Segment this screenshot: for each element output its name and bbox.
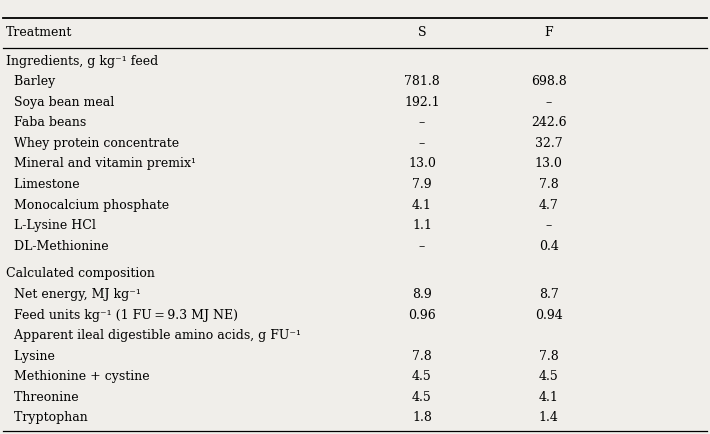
Text: 698.8: 698.8 [531, 75, 567, 88]
Text: –: – [545, 219, 552, 232]
Text: 7.8: 7.8 [412, 350, 432, 363]
Text: 4.1: 4.1 [412, 199, 432, 212]
Text: 4.5: 4.5 [539, 370, 559, 383]
Text: Methionine + cystine: Methionine + cystine [6, 370, 150, 383]
Text: 0.96: 0.96 [408, 309, 436, 322]
Text: 0.4: 0.4 [539, 240, 559, 253]
Text: –: – [419, 137, 425, 150]
Text: –: – [419, 116, 425, 129]
Text: 192.1: 192.1 [404, 96, 439, 109]
Text: –: – [419, 240, 425, 253]
Text: 8.7: 8.7 [539, 288, 559, 301]
Text: 7.8: 7.8 [539, 350, 559, 363]
Text: 1.8: 1.8 [412, 411, 432, 424]
Text: 242.6: 242.6 [531, 116, 567, 129]
Text: Monocalcium phosphate: Monocalcium phosphate [6, 199, 170, 212]
Text: 1.4: 1.4 [539, 411, 559, 424]
Text: Tryptophan: Tryptophan [6, 411, 88, 424]
Text: F: F [545, 26, 553, 39]
Text: Net energy, MJ kg⁻¹: Net energy, MJ kg⁻¹ [6, 288, 141, 301]
Text: Lysine: Lysine [6, 350, 55, 363]
Text: Mineral and vitamin premix¹: Mineral and vitamin premix¹ [6, 158, 196, 171]
Text: 1.1: 1.1 [412, 219, 432, 232]
Text: Faba beans: Faba beans [6, 116, 87, 129]
Text: 13.0: 13.0 [408, 158, 436, 171]
Text: 7.8: 7.8 [539, 178, 559, 191]
Text: 781.8: 781.8 [404, 75, 439, 88]
Text: 4.5: 4.5 [412, 391, 432, 404]
Text: S: S [417, 26, 426, 39]
Text: Ingredients, g kg⁻¹ feed: Ingredients, g kg⁻¹ feed [6, 55, 158, 68]
Text: Limestone: Limestone [6, 178, 80, 191]
Text: DL-Methionine: DL-Methionine [6, 240, 109, 253]
Text: Apparent ileal digestible amino acids, g FU⁻¹: Apparent ileal digestible amino acids, g… [6, 329, 301, 342]
Text: –: – [545, 96, 552, 109]
Text: 0.94: 0.94 [535, 309, 562, 322]
Text: L-Lysine HCl: L-Lysine HCl [6, 219, 96, 232]
Text: Treatment: Treatment [6, 26, 72, 39]
Text: Feed units kg⁻¹ (1 FU = 9.3 MJ NE): Feed units kg⁻¹ (1 FU = 9.3 MJ NE) [6, 309, 239, 322]
Text: 4.1: 4.1 [539, 391, 559, 404]
Text: 4.5: 4.5 [412, 370, 432, 383]
Text: 13.0: 13.0 [535, 158, 562, 171]
Text: 4.7: 4.7 [539, 199, 559, 212]
Text: 8.9: 8.9 [412, 288, 432, 301]
Text: Soya bean meal: Soya bean meal [6, 96, 114, 109]
Text: Calculated composition: Calculated composition [6, 267, 155, 280]
Text: 7.9: 7.9 [412, 178, 432, 191]
Text: 32.7: 32.7 [535, 137, 562, 150]
Text: Barley: Barley [6, 75, 55, 88]
Text: Threonine: Threonine [6, 391, 79, 404]
Text: Whey protein concentrate: Whey protein concentrate [6, 137, 180, 150]
